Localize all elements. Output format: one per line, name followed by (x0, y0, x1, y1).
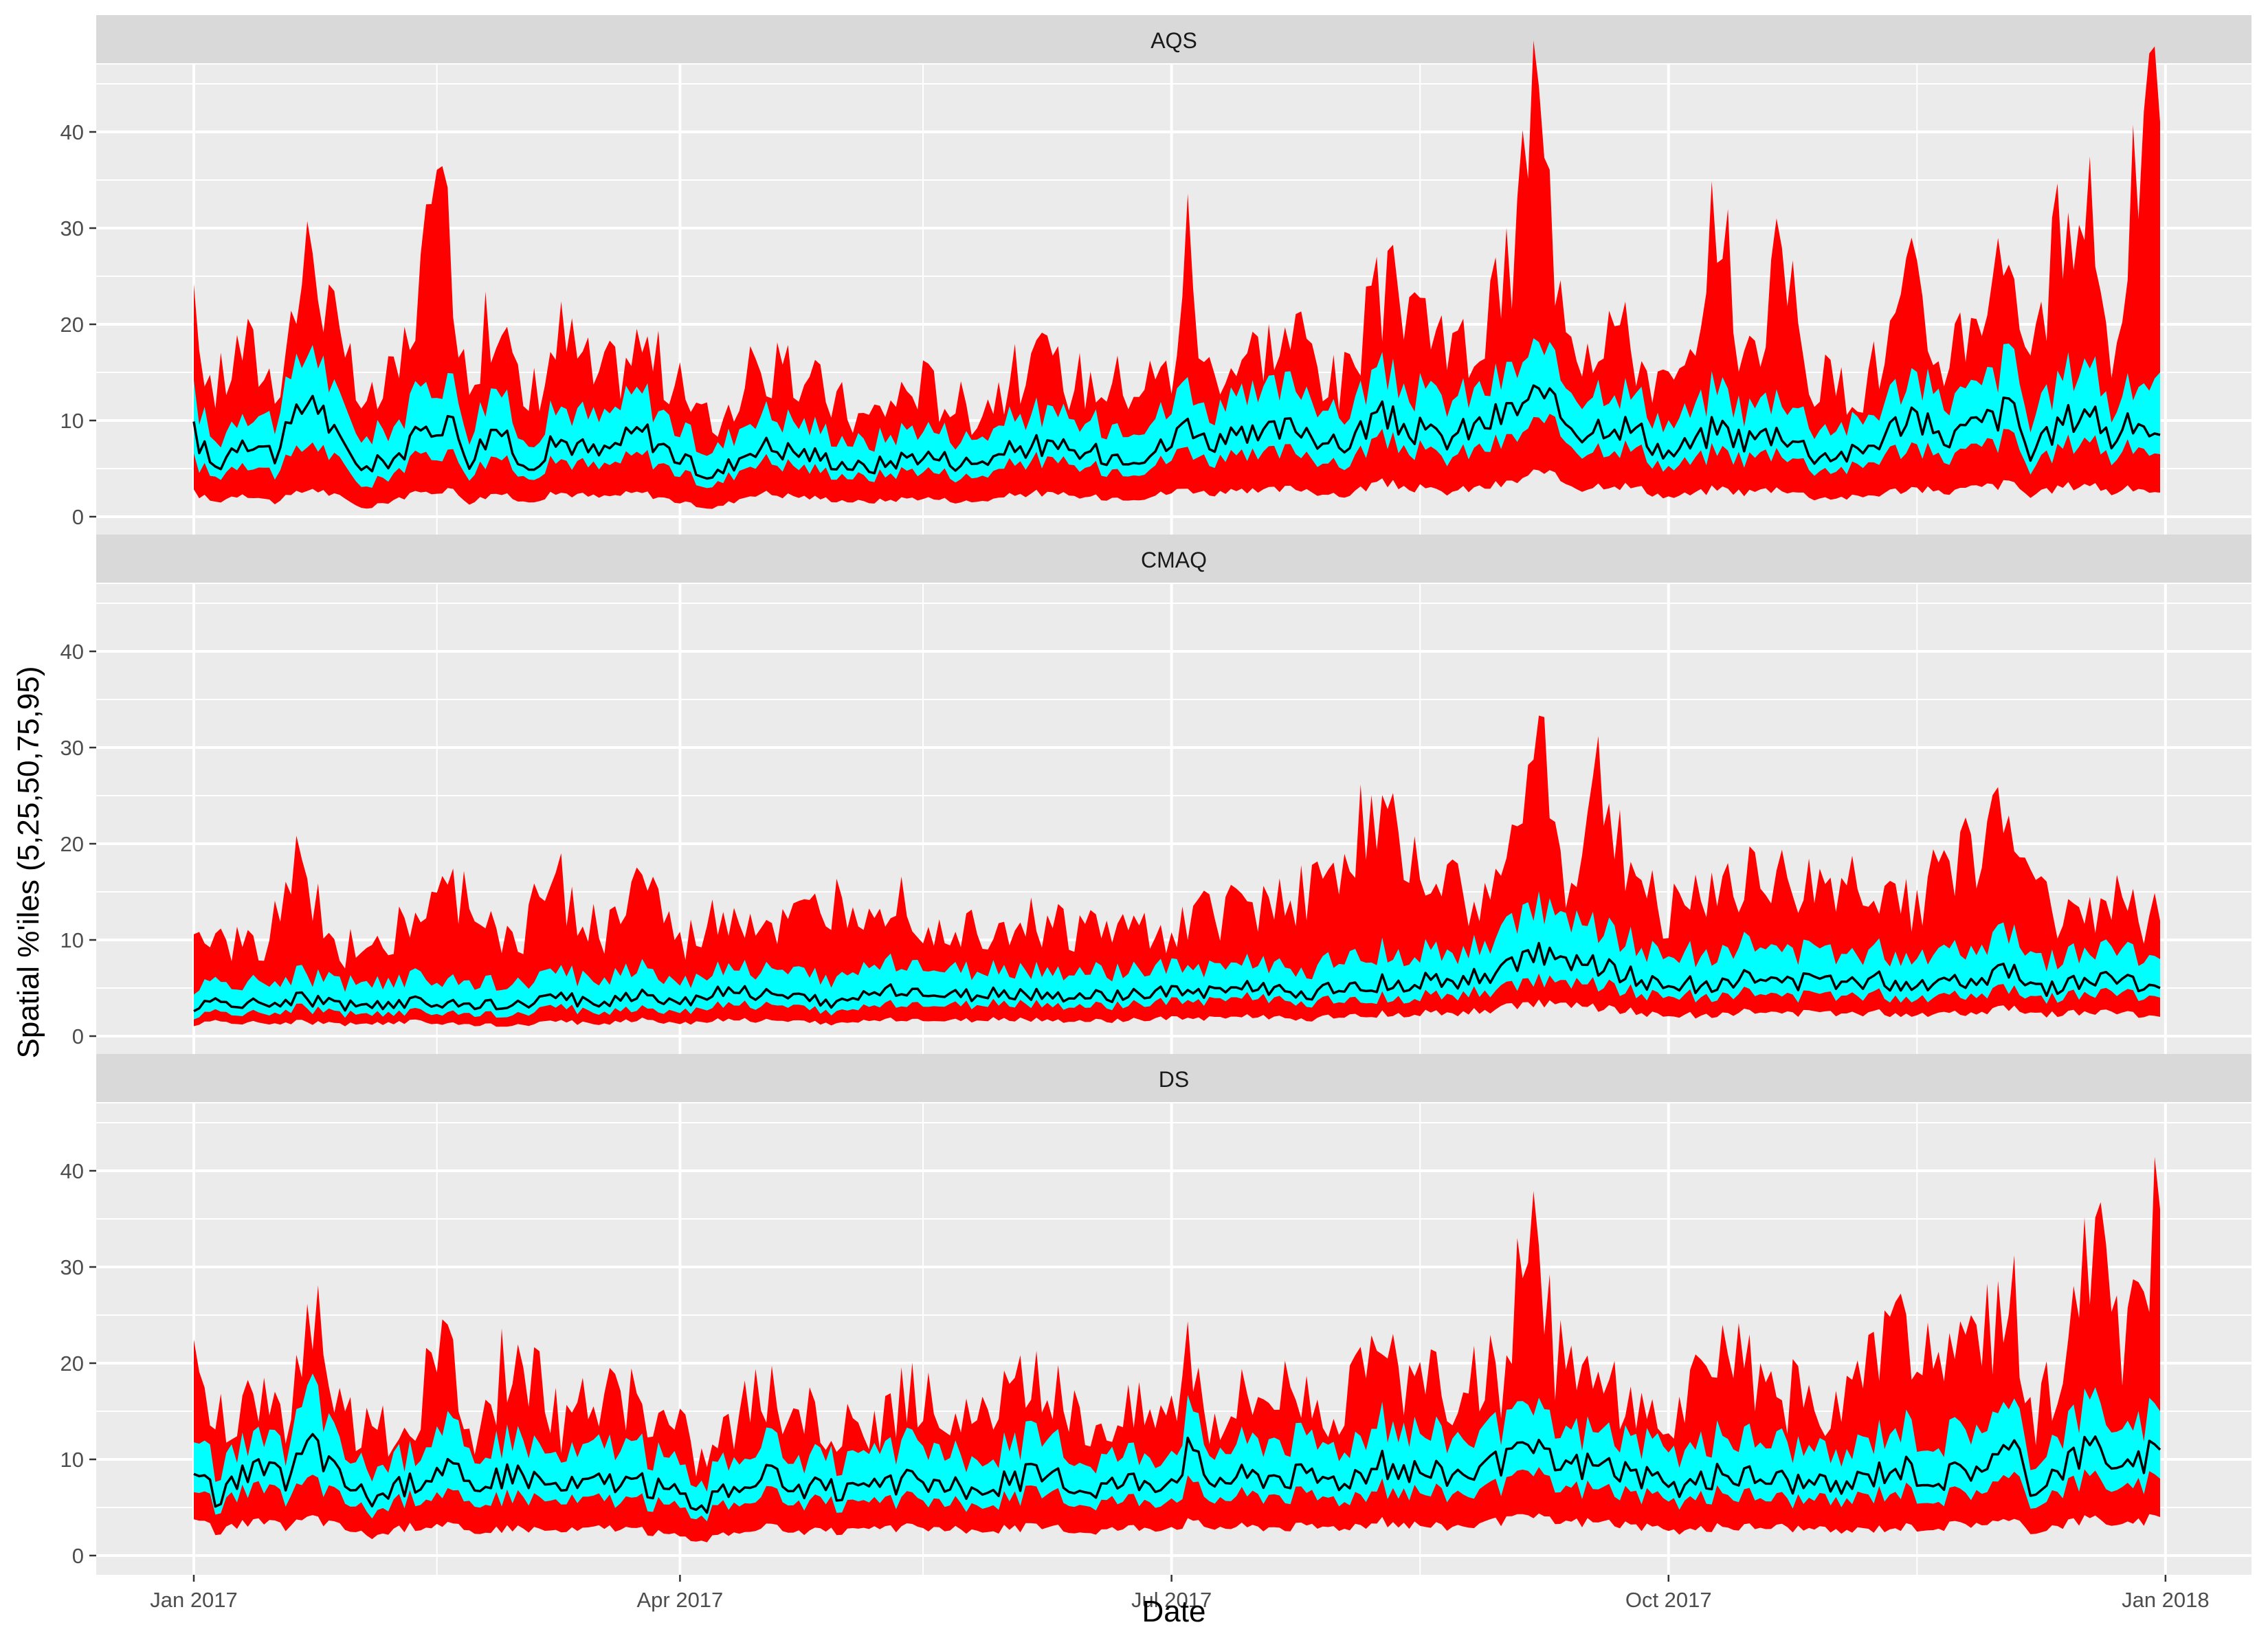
facet-panels: AQS 0 10 20 30 40 CMAQ 0 10 20 30 40 DS 0 10 20 30 40 (60, 15, 2252, 1575)
facet-title: DS (1159, 1067, 1189, 1092)
x-tick-label: Jul 2017 (1131, 1588, 1212, 1612)
facet-strip (96, 535, 2252, 583)
y-tick-label: 30 (60, 736, 84, 760)
y-tick-label: 40 (60, 640, 84, 664)
x-axis: Jan 2017 Apr 2017 Jul 2017 Oct 2017 Jan 2018 (150, 1575, 2210, 1612)
y-tick-label: 40 (60, 1159, 84, 1183)
y-tick-label: 10 (60, 409, 84, 433)
facet-aqs: AQS 0 10 20 30 40 (60, 15, 2252, 536)
x-axis-title: Date (1142, 1595, 1206, 1628)
y-tick-label: 10 (60, 1448, 84, 1472)
y-tick-label: 20 (60, 1351, 84, 1376)
facet-title: AQS (1150, 28, 1197, 53)
facet-cmaq: CMAQ 0 10 20 30 40 (60, 535, 2252, 1055)
facet-strip (96, 1054, 2252, 1102)
y-tick-label: 30 (60, 1255, 84, 1279)
band-25-75-percentile (194, 1373, 2160, 1522)
x-tick-label: Apr 2017 (636, 1588, 723, 1612)
y-tick-label: 0 (72, 1544, 84, 1568)
y-tick-label: 20 (60, 832, 84, 856)
y-tick-label: 20 (60, 313, 84, 337)
y-tick-label: 40 (60, 120, 84, 144)
band-5-95-percentile (194, 715, 2160, 1027)
band-5-95-percentile (194, 1156, 2160, 1543)
band-5-95-percentile (194, 40, 2160, 509)
median-line (193, 1433, 2161, 1514)
y-tick-label: 0 (72, 1024, 84, 1048)
y-axis-title: Spatial %'iles (5,25,50,75,95) (12, 666, 45, 1059)
y-tick-label: 30 (60, 216, 84, 240)
x-tick-label: Oct 2017 (1625, 1588, 1712, 1612)
y-tick-label: 10 (60, 928, 84, 952)
facet-ds: DS 0 10 20 30 40 (60, 1054, 2252, 1575)
x-tick-label: Jan 2018 (2122, 1588, 2210, 1612)
x-tick-label: Jan 2017 (150, 1588, 238, 1612)
facet-strip (96, 15, 2252, 63)
median-line (193, 941, 2161, 1013)
facet-title: CMAQ (1141, 548, 1207, 572)
median-line (192, 384, 2161, 480)
y-tick-label: 0 (72, 505, 84, 529)
